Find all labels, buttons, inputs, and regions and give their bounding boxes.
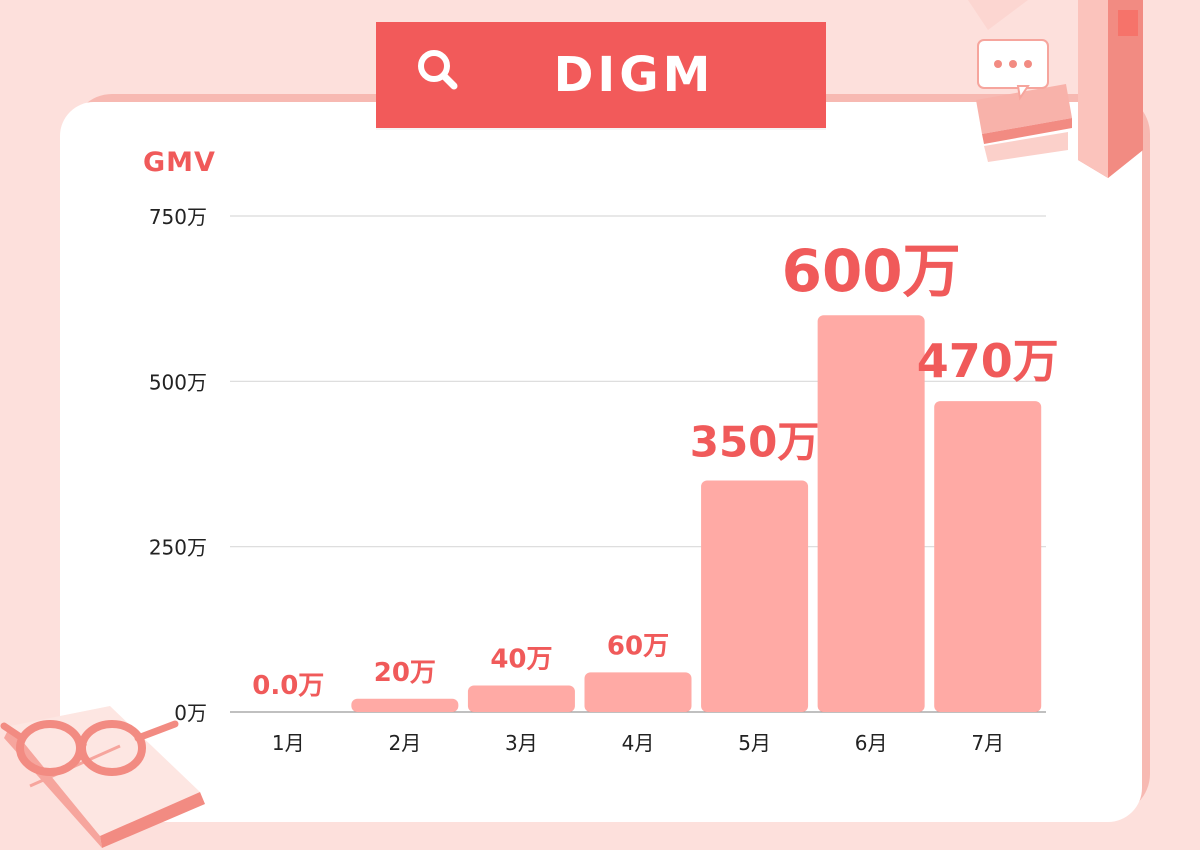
x-tick-label: 4月 — [622, 731, 655, 755]
x-tick-label: 2月 — [388, 731, 421, 755]
data-label: 350万 — [690, 418, 820, 467]
y-tick-label: 750万 — [149, 205, 207, 229]
x-tick-label: 6月 — [855, 731, 888, 755]
data-label: 600万 — [782, 237, 961, 305]
x-tick-label: 1月 — [272, 731, 305, 755]
data-label: 470万 — [917, 334, 1059, 388]
x-tick-label: 7月 — [971, 731, 1004, 755]
bar — [701, 480, 809, 712]
bar — [584, 672, 692, 712]
data-label: 40万 — [490, 645, 552, 675]
bar — [817, 315, 925, 712]
x-tick-label: 5月 — [738, 731, 771, 755]
bar — [467, 685, 575, 712]
x-tick-label: 3月 — [505, 731, 538, 755]
data-label: 20万 — [374, 658, 436, 688]
y-tick-label: 250万 — [149, 536, 207, 560]
y-tick-label: 0万 — [174, 701, 207, 725]
data-label: 60万 — [607, 631, 669, 661]
bar — [934, 401, 1042, 712]
y-tick-label: 500万 — [149, 370, 207, 394]
chart-title: DIGM — [553, 47, 715, 103]
y-axis-label: GMV — [143, 147, 216, 178]
data-label: 0.0万 — [252, 671, 324, 701]
bar — [351, 698, 459, 712]
